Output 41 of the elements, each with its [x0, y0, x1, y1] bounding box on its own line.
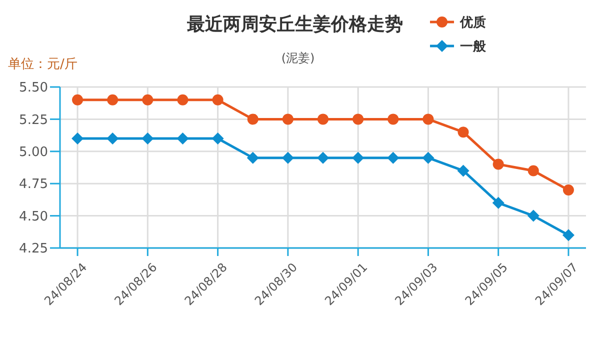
- point: [527, 210, 540, 222]
- point: [352, 152, 364, 164]
- y-tick-label: 5.50: [19, 80, 48, 96]
- point: [247, 114, 258, 125]
- chart-title: 最近两周安丘生姜价格走势: [186, 13, 403, 35]
- y-tick-label: 5.00: [19, 144, 48, 160]
- point: [352, 114, 364, 125]
- point: [176, 132, 189, 145]
- legend-label: 优质: [459, 14, 486, 31]
- y-axis-title: 单位：元/斤: [8, 57, 78, 72]
- y-tick-label: 5.25: [19, 112, 48, 128]
- point: [317, 152, 329, 164]
- point: [492, 158, 504, 170]
- legend-label: 一般: [460, 40, 487, 55]
- point: [142, 94, 154, 106]
- point: [72, 94, 84, 106]
- point: [458, 126, 469, 138]
- y-tick-label: 4.25: [19, 242, 48, 257]
- chart-subtitle: (泥姜): [281, 51, 315, 65]
- point: [72, 132, 84, 145]
- point: [177, 94, 188, 106]
- point: [457, 164, 470, 177]
- point: [282, 114, 294, 125]
- point: [387, 152, 400, 164]
- point: [212, 132, 224, 145]
- point: [107, 94, 118, 106]
- point: [562, 229, 574, 242]
- point: [282, 152, 294, 164]
- y-tick-label: 4.75: [19, 177, 48, 192]
- point: [212, 94, 224, 106]
- point: [562, 184, 574, 196]
- point: [246, 152, 259, 164]
- point: [106, 132, 119, 145]
- point: [422, 114, 434, 125]
- point: [388, 114, 399, 125]
- point: [492, 196, 504, 209]
- point: [528, 165, 539, 176]
- y-tick-label: 4.50: [19, 209, 48, 224]
- point: [318, 114, 328, 125]
- point: [142, 132, 154, 145]
- point: [422, 152, 434, 164]
